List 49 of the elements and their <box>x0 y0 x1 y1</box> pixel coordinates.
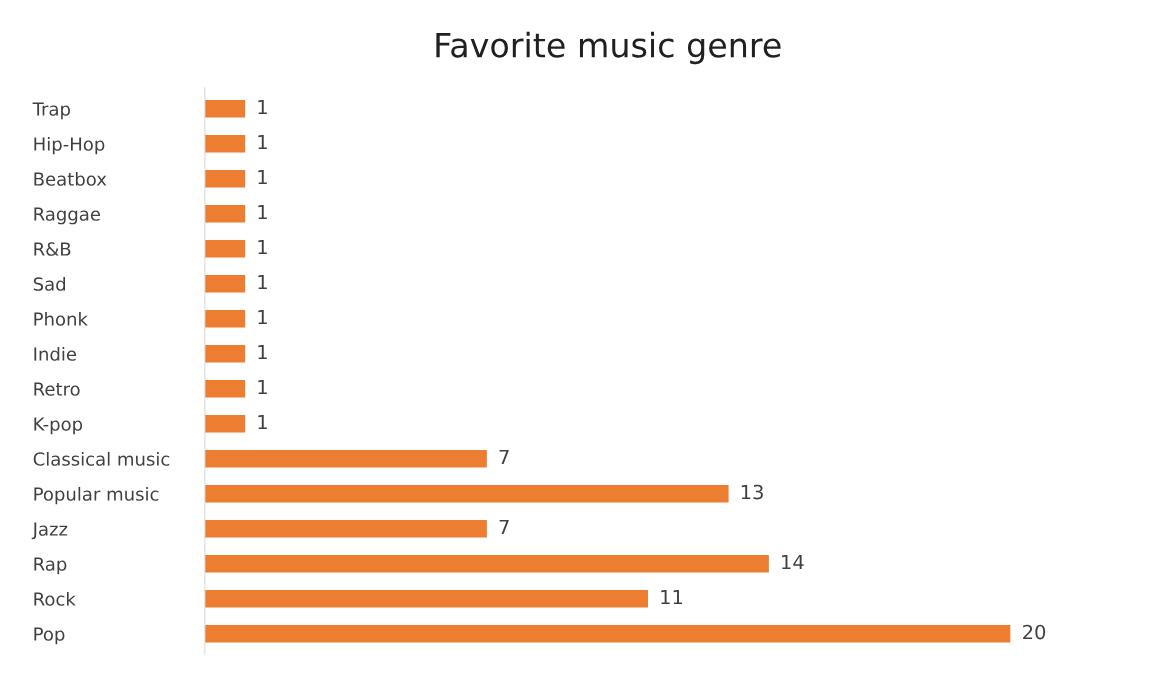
bar <box>204 170 246 188</box>
y-tick-label: Rock <box>34 591 76 606</box>
y-tick-label: Pop <box>34 627 65 645</box>
data-label: 1 <box>258 379 267 395</box>
data-label: 1 <box>258 414 267 430</box>
data-label: 14 <box>782 554 804 570</box>
data-label: 1 <box>258 99 267 115</box>
bar <box>204 240 246 258</box>
data-label: 20 <box>1023 624 1046 640</box>
y-tick-label: R&B <box>34 242 71 256</box>
y-tick-label: Hip-Hop <box>34 136 105 155</box>
y-tick-label: Rap <box>34 557 67 575</box>
bar <box>204 380 246 398</box>
bar <box>204 310 246 328</box>
data-label: 1 <box>258 239 267 255</box>
data-label: 7 <box>499 449 509 465</box>
y-tick-label: Retro <box>34 382 80 396</box>
data-label: 13 <box>741 484 763 500</box>
y-tick-label: Indie <box>34 346 77 361</box>
bar <box>204 520 487 538</box>
bar <box>204 415 246 433</box>
bar <box>204 450 487 468</box>
chart-title: Favorite music genre <box>436 31 781 65</box>
y-tick-label: Popular music <box>34 486 159 505</box>
y-tick-label: Raggae <box>34 207 100 225</box>
bar <box>204 590 649 608</box>
bar <box>204 485 729 503</box>
y-tick-label: Phonk <box>34 311 88 326</box>
bar <box>204 345 246 363</box>
y-tick-label: Sad <box>33 276 65 291</box>
bar <box>204 135 246 153</box>
bar <box>204 625 1011 643</box>
data-label: 11 <box>661 589 683 605</box>
y-tick-label: K-pop <box>34 417 83 435</box>
data-label: 1 <box>258 344 267 360</box>
bar <box>204 205 246 223</box>
y-tick-label: Beatbox <box>34 171 107 186</box>
data-label: 1 <box>258 204 267 220</box>
data-label: 7 <box>499 519 509 535</box>
y-tick-label: Classical music <box>33 451 170 466</box>
data-label: 1 <box>258 309 267 325</box>
bar <box>204 275 246 293</box>
bar <box>204 100 246 118</box>
bar <box>204 555 769 573</box>
data-label: 1 <box>258 134 267 150</box>
y-tick-label: Trap <box>32 102 70 120</box>
y-tick-label: Jazz <box>31 522 68 540</box>
data-label: 1 <box>258 274 267 290</box>
data-label: 1 <box>258 169 267 185</box>
